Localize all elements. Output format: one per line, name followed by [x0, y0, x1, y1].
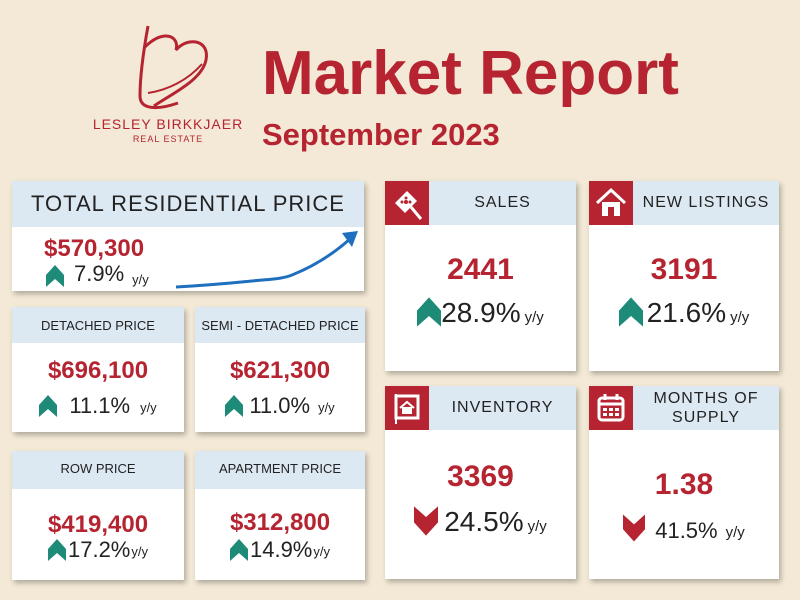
card-header: APARTMENT PRICE: [195, 451, 365, 489]
card-header: SEMI - DETACHED PRICE: [195, 307, 365, 343]
up-arrow-icon: [39, 395, 58, 417]
card-header: DETACHED PRICE: [12, 307, 184, 343]
total-price-card: TOTAL RESIDENTIAL PRICE $570,300 7.9% y/…: [12, 181, 364, 291]
yy-label: y/y: [140, 400, 157, 415]
trend-line-icon: [175, 231, 358, 289]
house-icon: [589, 181, 633, 225]
card-title-line2: SUPPLY: [672, 409, 740, 426]
semi-change-value: 11.0%: [249, 393, 311, 418]
yy-label: y/y: [131, 544, 148, 559]
down-arrow-icon: [623, 514, 646, 542]
apartment-change: 14.9% y/y: [195, 539, 365, 561]
brand-name: LESLEY BIRKKJAER: [92, 116, 244, 132]
yy-label: y/y: [318, 400, 335, 415]
supply-change: 41.5% y/y: [589, 514, 779, 542]
detached-price-card: DETACHED PRICE $696,100 11.1% y/y: [12, 307, 184, 432]
up-arrow-icon: [46, 265, 64, 287]
total-change: 7.9% y/y: [46, 261, 149, 287]
logo: LESLEY BIRKKJAER REAL ESTATE: [78, 18, 258, 148]
new-listings-change: 21.6% y/y: [589, 297, 779, 327]
total-change-value: 7.9%: [74, 261, 125, 286]
detached-value: $696,100: [47, 357, 149, 384]
row-value: $419,400: [47, 511, 149, 538]
yy-label: y/y: [132, 272, 149, 287]
inventory-value: 3369: [447, 460, 514, 493]
sales-change-value: 28.9%: [441, 297, 521, 328]
card-title: INVENTORY: [451, 399, 554, 416]
new-listings-card: NEW LISTINGS 3191 21.6% y/y: [589, 181, 779, 371]
sale-tag-icon: [385, 181, 429, 225]
new-listings-value: 3191: [650, 253, 718, 286]
sales-card: SALES 2441 28.9% y/y: [385, 181, 576, 371]
down-arrow-icon: [414, 506, 439, 536]
up-arrow-icon: [229, 539, 248, 561]
card-title: SEMI - DETACHED PRICE: [201, 317, 359, 333]
yy-label: y/y: [725, 524, 745, 541]
card-title: APARTMENT PRICE: [218, 461, 342, 476]
detached-change-value: 11.1%: [69, 393, 131, 418]
semi-detached-price-card: SEMI - DETACHED PRICE $621,300 11.0% y/y: [195, 307, 365, 432]
yy-label: y/y: [313, 544, 330, 559]
row-price-card: ROW PRICE $419,400 17.2% y/y: [12, 451, 184, 580]
for-sale-sign-icon: [385, 386, 429, 430]
sales-change: 28.9% y/y: [385, 297, 576, 327]
semi-change: 11.0% y/y: [195, 395, 365, 417]
card-header: TOTAL RESIDENTIAL PRICE: [12, 181, 364, 227]
card-title-line1: MONTHS OF: [653, 390, 759, 407]
apartment-price-card: APARTMENT PRICE $312,800 14.9% y/y: [195, 451, 365, 580]
inventory-change-value: 24.5%: [444, 506, 524, 537]
inventory-change: 24.5% y/y: [385, 506, 576, 536]
card-title: TOTAL RESIDENTIAL PRICE: [31, 191, 345, 216]
semi-value: $621,300: [229, 357, 331, 384]
sales-value: 2441: [447, 253, 514, 286]
up-arrow-icon: [47, 539, 66, 561]
yy-label: y/y: [524, 309, 544, 326]
up-arrow-icon: [417, 297, 442, 327]
apartment-value: $312,800: [229, 509, 331, 536]
calendar-icon: [589, 386, 633, 430]
up-arrow-icon: [225, 395, 244, 417]
card-title: ROW PRICE: [60, 461, 136, 476]
row-change-value: 17.2%: [67, 537, 131, 562]
detached-change: 11.1% y/y: [12, 395, 184, 417]
supply-value: 1.38: [654, 468, 714, 501]
months-supply-card: MONTHS OF SUPPLY 1.38 41.5% y/y: [589, 386, 779, 579]
new-listings-change-value: 21.6%: [646, 297, 727, 328]
supply-change-value: 41.5%: [655, 518, 718, 543]
card-header: ROW PRICE: [12, 451, 184, 489]
apartment-change-value: 14.9%: [249, 537, 313, 562]
page-subtitle: September 2023: [262, 117, 500, 152]
total-value: $570,300: [44, 235, 145, 262]
brand-subtitle: REAL ESTATE: [132, 134, 204, 144]
card-title: DETACHED PRICE: [41, 317, 155, 333]
heart-logo-icon: [138, 25, 208, 110]
yy-label: y/y: [527, 518, 547, 535]
row-change: 17.2% y/y: [12, 539, 184, 561]
up-arrow-icon: [618, 297, 643, 327]
inventory-card: INVENTORY 3369 24.5% y/y: [385, 386, 576, 579]
card-title: SALES: [474, 194, 531, 211]
yy-label: y/y: [730, 309, 750, 326]
page-title: Market Report: [262, 39, 679, 108]
card-title: NEW LISTINGS: [642, 194, 770, 211]
